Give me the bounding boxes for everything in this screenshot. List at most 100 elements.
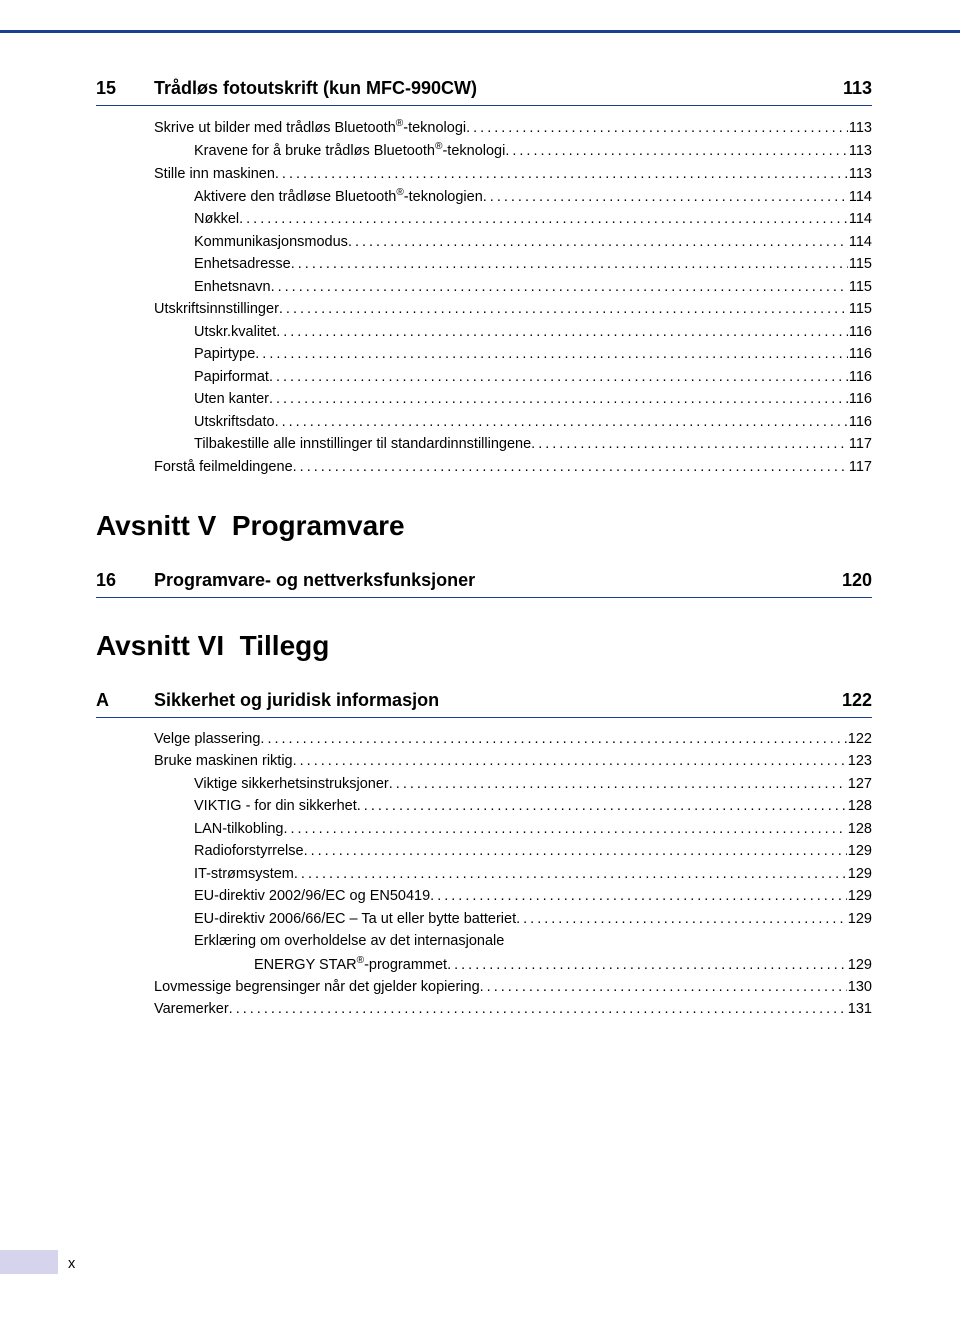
toc-entry: Varemerker 131: [96, 998, 872, 1020]
toc-entry-label: Skrive ut bilder med trådløs Bluetooth®-…: [154, 116, 466, 139]
toc-leader-dots: [483, 186, 848, 208]
toc-entry-label: Utskr.kvalitet: [194, 321, 276, 343]
toc-leader-dots: [505, 140, 848, 162]
toc-leader-dots: [430, 885, 847, 907]
toc-entry-label: Utskriftsdato: [194, 411, 275, 433]
section-vi-heading: Avsnitt VI Tillegg: [96, 630, 872, 662]
chapter-title: Programvare- og nettverksfunksjoner: [154, 570, 828, 591]
toc-leader-dots: [531, 433, 848, 455]
toc-entry-label: Tilbakestille alle innstillinger til sta…: [194, 433, 531, 455]
chapter-number: 15: [96, 78, 154, 99]
toc-entry-label: Velge plassering: [154, 728, 260, 750]
toc-entry: Kravene for å bruke trådløs Bluetooth®-t…: [96, 139, 872, 162]
toc-entry-label: Enhetsadresse: [194, 253, 291, 275]
toc-entry: Aktivere den trådløse Bluetooth®-teknolo…: [96, 185, 872, 208]
toc-leader-dots: [279, 298, 848, 320]
toc-entry: Tilbakestille alle innstillinger til sta…: [96, 433, 872, 455]
toc-leader-dots: [293, 456, 848, 478]
toc-entry: Enhetsnavn 115: [96, 276, 872, 298]
toc-entry-label: LAN-tilkobling: [194, 818, 283, 840]
toc-entry: Velge plassering122: [96, 728, 872, 750]
toc-entry-label: Kravene for å bruke trådløs Bluetooth®-t…: [194, 139, 505, 162]
toc-entry-page: 131: [847, 998, 872, 1020]
toc-entry: Kommunikasjonsmodus 114: [96, 231, 872, 253]
toc-entry-label: Kommunikasjonsmodus: [194, 231, 348, 253]
appendix-title: Sikkerhet og juridisk informasjon: [154, 690, 828, 711]
toc-entry: ENERGY STAR®-programmet129: [96, 953, 872, 976]
toc-leader-dots: [283, 818, 846, 840]
toc-entry-label: Erklæring om overholdelse av det interna…: [194, 930, 504, 952]
toc-entry: EU-direktiv 2006/66/EC – Ta ut eller byt…: [96, 908, 872, 930]
toc-entry-page: 117: [848, 433, 872, 455]
section-v-heading: Avsnitt V Programvare: [96, 510, 872, 542]
toc-entry-label: Utskriftsinnstillinger: [154, 298, 279, 320]
chapter-15-header: 15 Trådløs fotoutskrift (kun MFC-990CW) …: [96, 78, 872, 105]
chapter-16-header: 16 Programvare- og nettverksfunksjoner 1…: [96, 570, 872, 597]
toc-entry-label: Enhetsnavn: [194, 276, 271, 298]
toc-entry-page: 129: [847, 840, 872, 862]
toc-entry: Nøkkel114: [96, 208, 872, 230]
toc-leader-dots: [291, 253, 848, 275]
toc-entry-page: 113: [848, 117, 872, 139]
toc-entry-label: VIKTIG - for din sikkerhet: [194, 795, 357, 817]
toc-leader-dots: [466, 117, 848, 139]
page-content: 15 Trådløs fotoutskrift (kun MFC-990CW) …: [0, 0, 960, 1021]
appendix-page: 122: [828, 690, 872, 711]
toc-entry: Skrive ut bilder med trådløs Bluetooth®-…: [96, 116, 872, 139]
toc-entry-page: 116: [848, 321, 872, 343]
toc-entry-page: 128: [847, 818, 872, 840]
toc-entry-page: 129: [847, 908, 872, 930]
toc-entry-label: Papirtype: [194, 343, 255, 365]
chapter-15-entries: Skrive ut bilder med trådløs Bluetooth®-…: [96, 116, 872, 478]
toc-entry-label: Radioforstyrrelse: [194, 840, 304, 862]
toc-entry-page: 116: [848, 343, 872, 365]
appendix-a-header: A Sikkerhet og juridisk informasjon 122: [96, 690, 872, 717]
toc-entry-label: ENERGY STAR®-programmet: [254, 953, 447, 976]
toc-entry-page: 129: [847, 885, 872, 907]
toc-entry-page: 115: [848, 276, 872, 298]
toc-leader-dots: [304, 840, 847, 862]
toc-leader-dots: [389, 773, 847, 795]
toc-entry: Utskriftsdato116: [96, 411, 872, 433]
toc-entry-label: Forstå feilmeldingene: [154, 456, 293, 478]
toc-entry-page: 127: [847, 773, 872, 795]
toc-entry-page: 114: [848, 231, 872, 253]
appendix-a-entries: Velge plassering122Bruke maskinen riktig…: [96, 728, 872, 1021]
top-rule: [0, 30, 960, 33]
toc-leader-dots: [276, 321, 848, 343]
chapter-title: Trådløs fotoutskrift (kun MFC-990CW): [154, 78, 828, 99]
appendix-letter: A: [96, 690, 154, 711]
toc-entry-page: 128: [847, 795, 872, 817]
toc-entry: Radioforstyrrelse 129: [96, 840, 872, 862]
toc-entry-label: Viktige sikkerhetsinstruksjoner: [194, 773, 389, 795]
toc-entry-page: 116: [848, 388, 872, 410]
toc-entry: Stille inn maskinen113: [96, 163, 872, 185]
toc-entry: Papirtype 116: [96, 343, 872, 365]
toc-entry: Forstå feilmeldingene117: [96, 456, 872, 478]
toc-entry: Erklæring om overholdelse av det interna…: [96, 930, 872, 952]
chapter-page: 120: [828, 570, 872, 591]
toc-entry: EU-direktiv 2002/96/EC og EN50419129: [96, 885, 872, 907]
footer-tab: [0, 1250, 58, 1274]
toc-leader-dots: [239, 208, 848, 230]
toc-entry-page: 130: [847, 976, 872, 998]
toc-leader-dots: [447, 954, 847, 976]
toc-leader-dots: [269, 388, 848, 410]
toc-entry-label: Bruke maskinen riktig: [154, 750, 293, 772]
toc-entry: Uten kanter 116: [96, 388, 872, 410]
toc-entry-label: Uten kanter: [194, 388, 269, 410]
toc-entry-page: 113: [848, 140, 872, 162]
toc-entry: Bruke maskinen riktig123: [96, 750, 872, 772]
toc-leader-dots: [516, 908, 847, 930]
chapter-rule: [96, 717, 872, 718]
toc-entry-page: 114: [848, 186, 872, 208]
toc-leader-dots: [275, 163, 848, 185]
toc-leader-dots: [480, 976, 847, 998]
toc-entry: Viktige sikkerhetsinstruksjoner 127: [96, 773, 872, 795]
toc-entry-page: 115: [848, 253, 872, 275]
chapter-rule: [96, 597, 872, 598]
toc-entry-label: Stille inn maskinen: [154, 163, 275, 185]
toc-entry-label: Varemerker: [154, 998, 229, 1020]
toc-leader-dots: [294, 863, 847, 885]
toc-leader-dots: [269, 366, 848, 388]
